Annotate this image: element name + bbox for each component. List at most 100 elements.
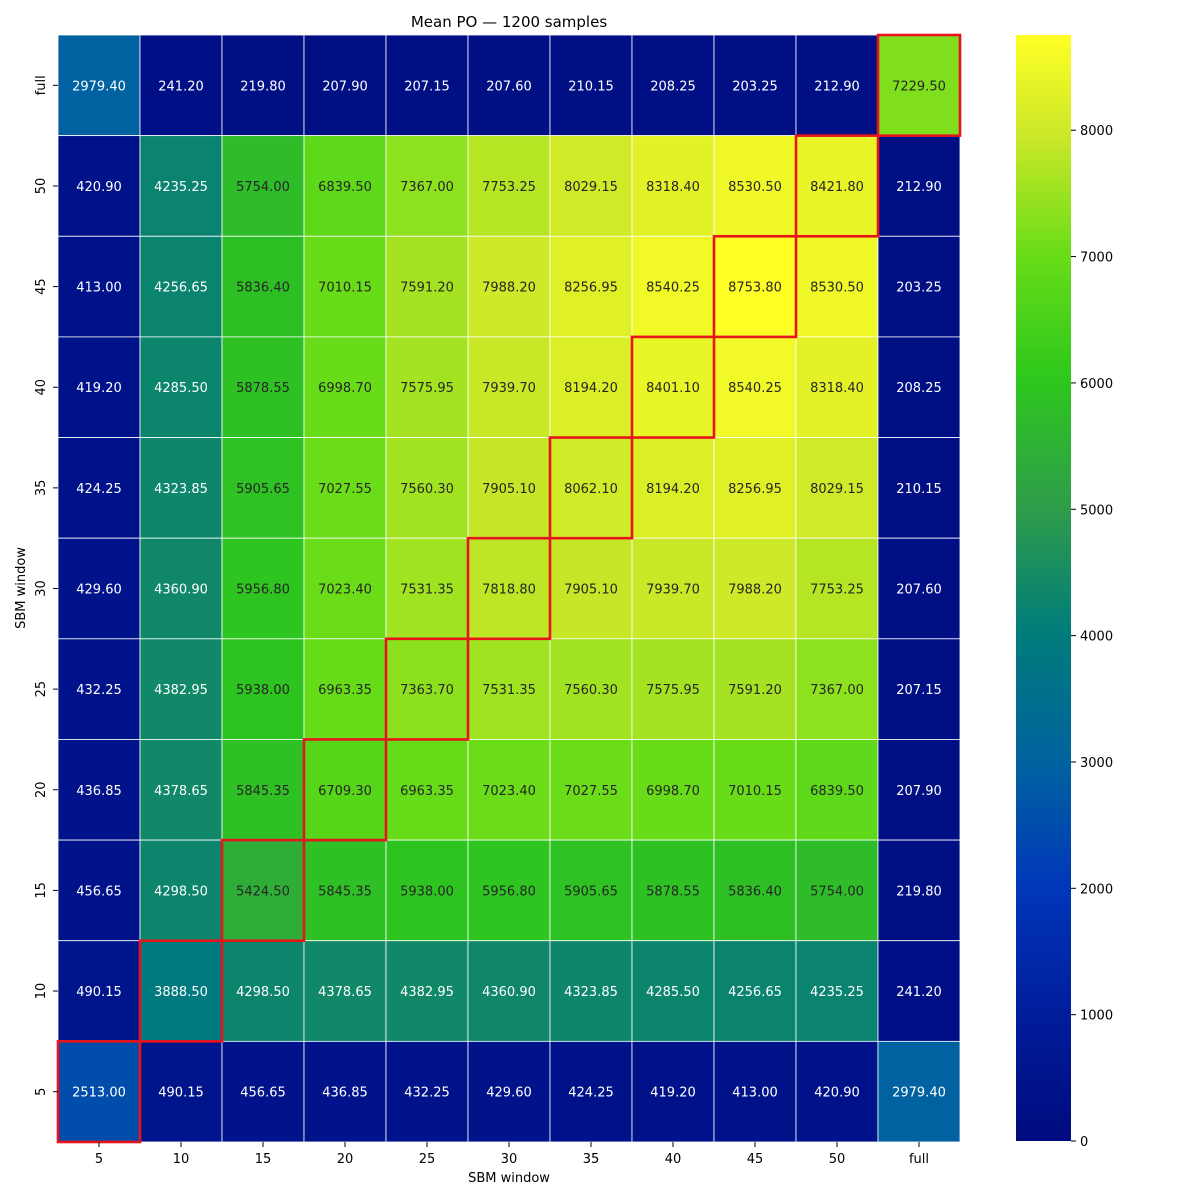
heatmap-cell [549,537,633,640]
cell-value-label: 4298.50 [236,985,290,1000]
cell-value-label: 5956.80 [482,884,536,899]
cell-value-label: 5754.00 [810,884,864,899]
heatmap-cell [795,437,879,539]
cell-value-label: 4378.65 [154,784,208,799]
cell-value-label: 5878.55 [236,381,290,396]
heatmap-cell [139,1040,223,1143]
heatmap-cell [877,437,961,539]
heatmap-cell [57,739,141,841]
heatmap-cell [631,638,715,740]
cell-value-label: 8401.10 [646,381,700,396]
cell-value-label: 8029.15 [810,482,864,497]
heatmap-cell [467,638,551,740]
heatmap-cell [795,739,879,841]
cell-value-label: 490.15 [76,985,122,1000]
cell-value-label: 4360.90 [482,985,536,1000]
diagonal-highlight-box [138,939,224,1043]
heatmap-cell [57,1040,141,1143]
cell-value-label: 241.20 [158,79,204,94]
heatmap-cell [713,437,797,539]
cell-value-label: 8421.80 [810,180,864,195]
cell-value-label: 7367.00 [400,180,454,195]
heatmap-cell [713,135,797,237]
cell-value-label: 432.25 [76,683,122,698]
cell-value-label: 6963.35 [318,683,372,698]
cell-value-label: 207.90 [896,784,942,799]
diagonal-highlight-box [630,335,716,439]
diagonal-highlight-box [302,738,388,842]
cell-value-label: 5938.00 [400,884,454,899]
cell-value-label: 424.25 [568,1086,614,1101]
y-axis-ticks: full 50 45 40 35 30 25 20 15 10 5 [34,75,58,1096]
heatmap-cell [549,940,633,1042]
heatmap-cell [303,1040,387,1143]
heatmap-cell [549,839,633,942]
heatmap-cell [713,537,797,640]
heatmap-cell [221,437,305,539]
cell-value-label: 7818.80 [482,583,536,598]
cell-value-label: 7531.35 [482,683,536,698]
heatmap-cell [795,34,879,137]
cell-value-label: 5754.00 [236,180,290,195]
heatmap-cell [57,537,141,640]
cell-value-label: 207.60 [486,79,532,94]
cell-value-label: 6839.50 [810,784,864,799]
cell-value-label: 2513.00 [72,1086,126,1101]
heatmap-cell [877,638,961,740]
heatmap-cell [57,34,141,137]
heatmap-cell [139,739,223,841]
diagonal-highlight-box [794,134,880,238]
heatmap-cell [795,1040,879,1143]
heatmap-cell [221,135,305,237]
heatmap-cell [549,638,633,740]
cell-value-label: 219.80 [896,884,942,899]
cell-value-label: 219.80 [240,79,286,94]
cell-value-label: 7367.00 [810,683,864,698]
colorbar-tick-label: 8000 [1080,124,1113,139]
cell-value-label: 4235.25 [154,180,208,195]
cell-value-label: 5938.00 [236,683,290,698]
cell-value-label: 8194.20 [646,482,700,497]
cell-value-label: 413.00 [76,281,122,296]
heatmap-cell [795,135,879,237]
x-axis-ticks: 5 10 15 20 25 30 35 40 45 50 full [95,1142,929,1167]
heatmap-cell [713,638,797,740]
heatmap-cell [139,336,223,438]
x-tick-label: 50 [829,1152,846,1167]
y-tick-label: full [34,75,49,95]
heatmap-cell [57,638,141,740]
y-tick-label: 15 [34,882,49,899]
cell-value-label: 5836.40 [728,884,782,899]
y-tick-label: 50 [34,178,49,195]
cell-value-label: 5905.65 [236,482,290,497]
cell-value-label: 4323.85 [154,482,208,497]
cell-value-label: 4378.65 [318,985,372,1000]
cell-value-label: 8256.95 [728,482,782,497]
heatmap-cell [303,135,387,237]
cell-value-label: 8540.25 [646,281,700,296]
heatmap-cell [467,437,551,539]
heatmap-cell [795,839,879,942]
heatmap-cell [877,940,961,1042]
cell-value-label: 8062.10 [564,482,618,497]
cell-value-label: 7027.55 [318,482,372,497]
cell-value-label: 2979.40 [892,1086,946,1101]
cell-value-label: 8318.40 [646,180,700,195]
heatmap-cell [303,34,387,137]
cell-value-label: 456.65 [76,884,122,899]
cell-value-label: 212.90 [814,79,860,94]
cell-value-label: 5845.35 [236,784,290,799]
colorbar [1016,35,1071,1141]
heatmap-cell [221,638,305,740]
cell-value-label: 6998.70 [646,784,700,799]
cell-value-label: 429.60 [76,583,122,598]
heatmap-cell [467,839,551,942]
cell-value-label: 203.25 [896,281,942,296]
cell-value-label: 207.90 [322,79,368,94]
x-tick-label: 30 [501,1152,518,1167]
heatmap-cell [877,537,961,640]
cell-value-label: 207.15 [404,79,450,94]
cell-value-label: 4256.65 [154,281,208,296]
heatmap-cell [877,235,961,338]
heatmap-cell [221,1040,305,1143]
